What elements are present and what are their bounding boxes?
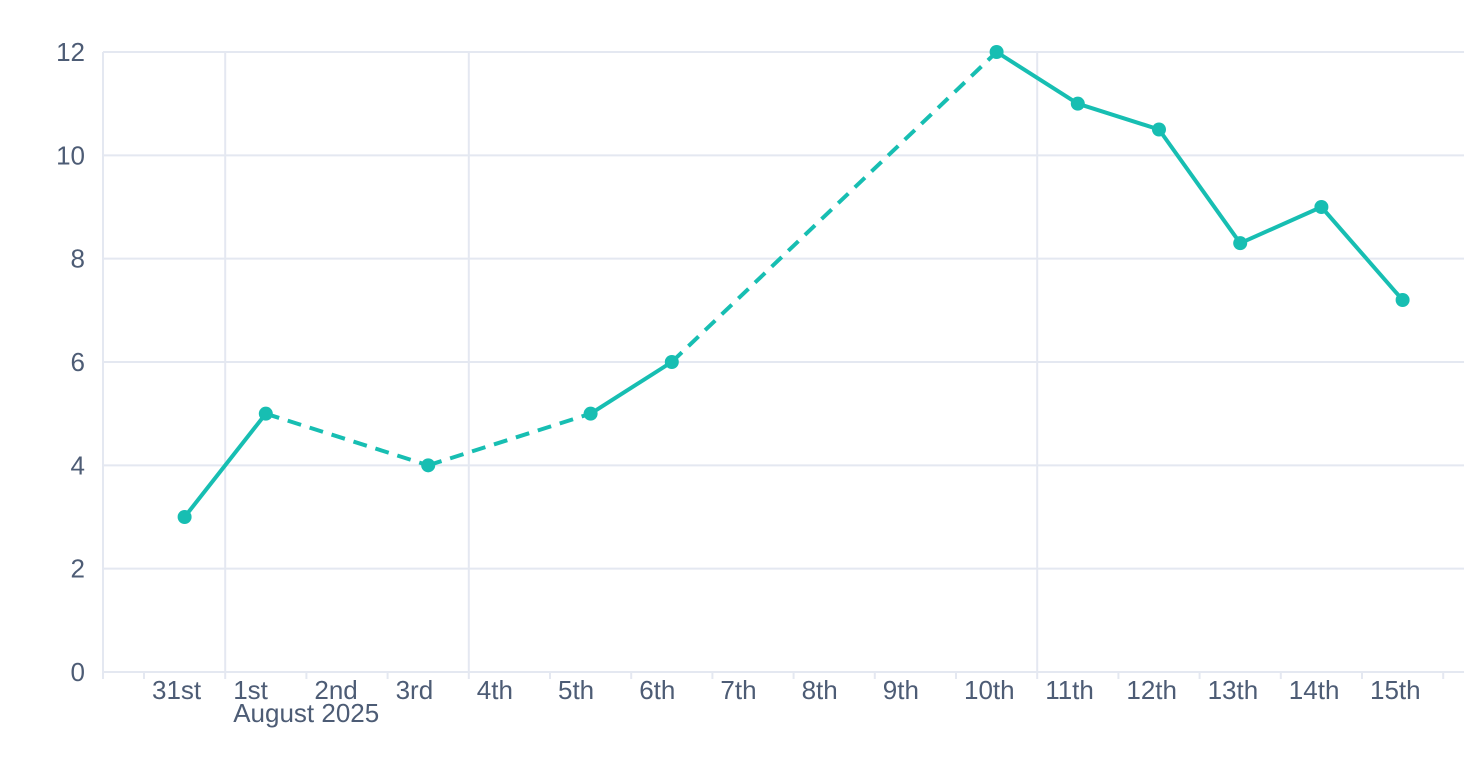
x-axis-tick-label: 7th — [720, 675, 756, 705]
y-axis-tick-label: 4 — [71, 450, 85, 480]
series-segment-solid — [1239, 205, 1323, 245]
x-axis-tick-label: 1st — [233, 675, 268, 705]
data-point-marker[interactable] — [583, 406, 598, 421]
series-segment-dashed — [265, 411, 429, 468]
data-point-marker[interactable] — [258, 406, 273, 421]
line-chart-figure: 0 2 4 6 8 10 12 31st 1st 2nd 3rd 4th 5th 6th 7th 8th 9th… — [40, 16, 1464, 742]
series-segment-solid — [1077, 101, 1160, 132]
y-axis-tick-label: 0 — [71, 657, 85, 687]
series-segment-solid — [995, 50, 1079, 106]
x-axis-tick-label: 8th — [802, 675, 838, 705]
series-segment-solid — [1157, 128, 1242, 245]
data-point-marker[interactable] — [664, 355, 679, 369]
line-chart: 0 2 4 6 8 10 12 31st 1st 2nd 3rd 4th 5th 6th 7th 8th 9th… — [56, 37, 1464, 728]
series-segment-solid — [183, 412, 268, 519]
x-axis-context-label: August 2025 — [233, 698, 379, 728]
data-point-marker[interactable] — [1314, 200, 1329, 214]
x-axis-tick-label: 15th — [1370, 675, 1421, 705]
x-axis-tick-label: 13th — [1208, 675, 1259, 705]
x-axis-tick-label: 9th — [883, 675, 919, 705]
x-axis-tick-label: 2nd — [314, 675, 357, 705]
data-point-marker[interactable] — [1395, 293, 1410, 307]
y-axis-tick-label: 8 — [71, 244, 85, 274]
y-axis-tick-label: 6 — [71, 347, 85, 377]
y-axis-tick-label: 10 — [56, 140, 85, 170]
x-axis-tick-label: 10th — [964, 675, 1015, 705]
series-segment-solid — [589, 360, 673, 416]
x-axis-tick-label: 5th — [558, 675, 594, 705]
data-point-marker[interactable] — [421, 458, 436, 473]
x-axis-tick-label: 31st — [152, 675, 202, 705]
data-point-marker[interactable] — [1233, 236, 1248, 251]
x-axis-tick-label: 3rd — [396, 675, 434, 705]
x-axis-tick-label: 14th — [1289, 675, 1340, 705]
data-point-marker[interactable] — [1070, 96, 1085, 111]
data-point-marker[interactable] — [177, 510, 192, 524]
y-axis-tick-label: 12 — [56, 37, 85, 67]
x-axis-tick-label: 12th — [1126, 675, 1177, 705]
series-segment-dashed — [670, 50, 998, 364]
x-axis-tick-label: 4th — [477, 675, 513, 705]
x-axis-tick-label: 11th — [1045, 675, 1094, 705]
series-segment-solid — [1319, 205, 1405, 302]
data-point-marker[interactable] — [1152, 122, 1166, 137]
x-axis-tick-label: 6th — [639, 675, 675, 705]
series-segment-dashed — [427, 411, 592, 468]
y-axis-tick-label: 2 — [71, 554, 85, 584]
data-point-marker[interactable] — [989, 45, 1004, 59]
